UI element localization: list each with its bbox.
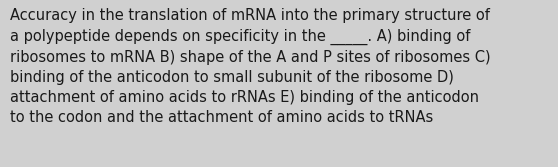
Text: Accuracy in the translation of mRNA into the primary structure of
a polypeptide : Accuracy in the translation of mRNA into… <box>10 8 490 125</box>
